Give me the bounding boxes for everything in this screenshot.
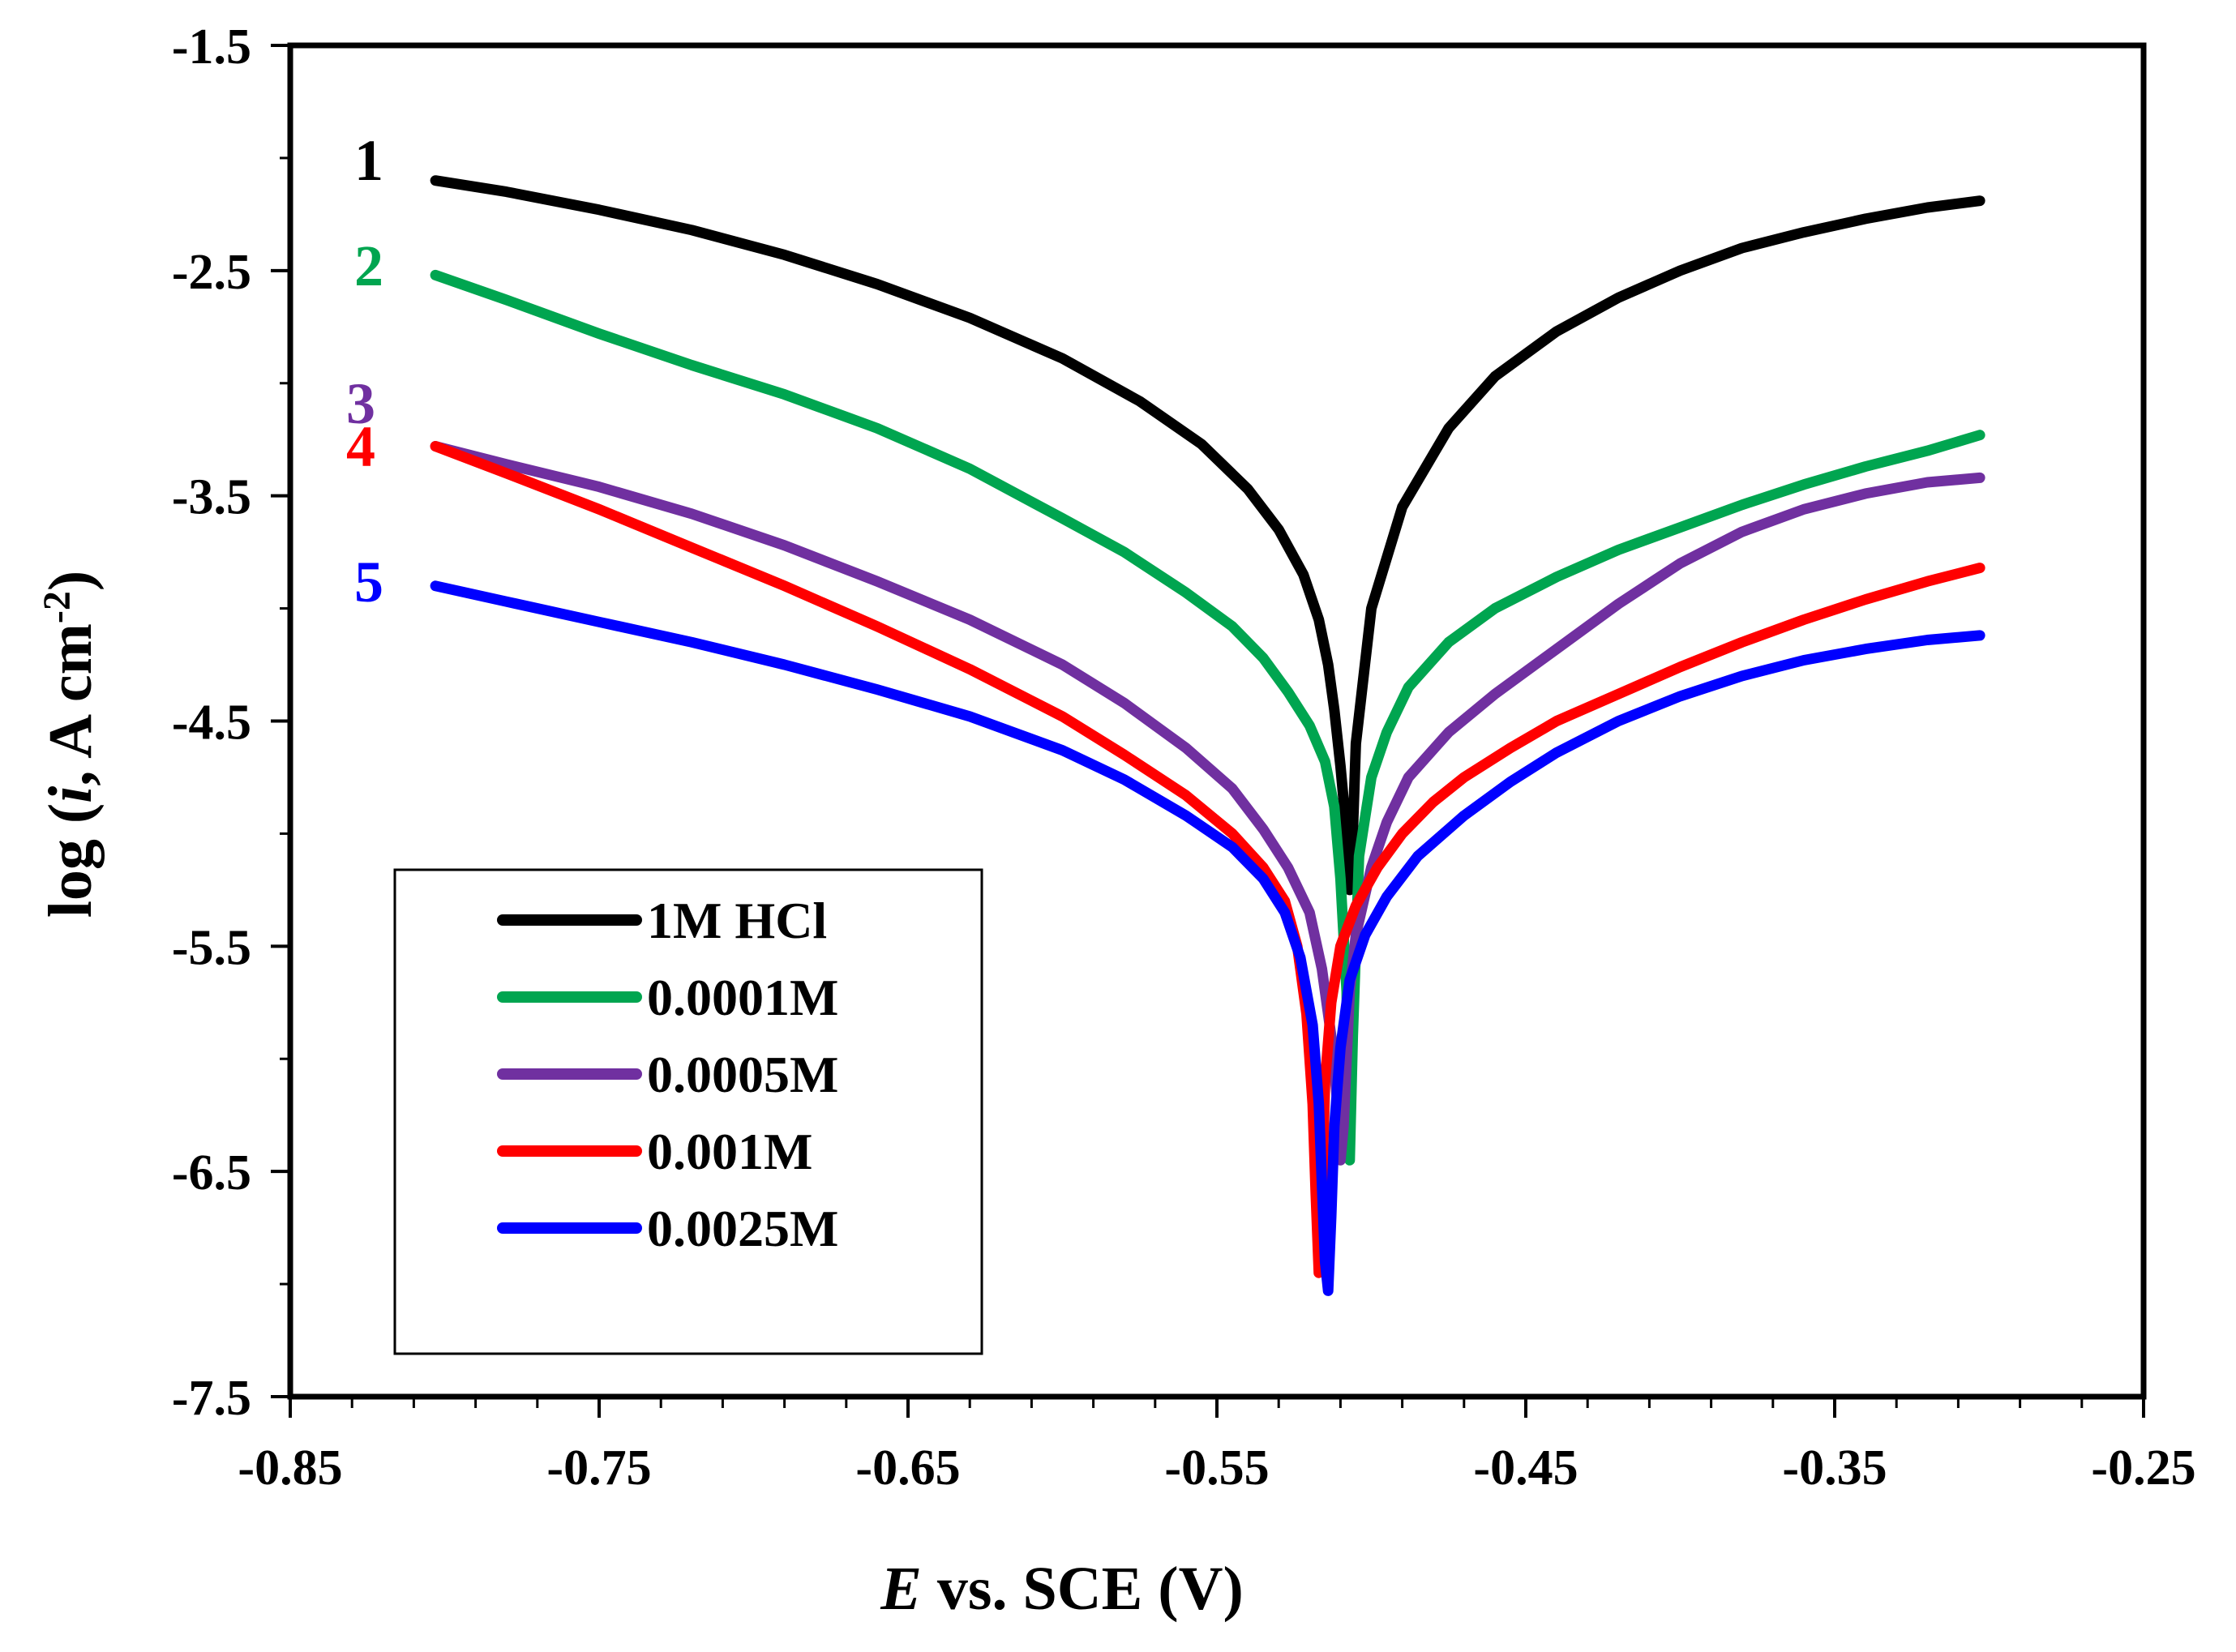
x-axis-ticks [289, 1397, 2145, 1418]
series-line-3 [430, 441, 1985, 1166]
y-tick-label: -6.5 [172, 1145, 251, 1200]
series-line-1 [430, 175, 1985, 896]
curve-label-1: 1 [354, 128, 383, 193]
legend-label: 0.0025M [647, 1200, 838, 1257]
y-axis-title: log (i, A cm-2) [36, 571, 105, 918]
y-tick-label: -2.5 [172, 245, 251, 300]
x-axis-title: E vs. SCE (V) [880, 1555, 1244, 1623]
y-tick-label: -5.5 [172, 920, 251, 975]
x-tick-label: -0.75 [546, 1440, 651, 1496]
x-tick-labels: -0.85 -0.75 -0.65 -0.55 -0.45 -0.35 -0.25 [238, 1440, 2195, 1496]
x-tick-label: -0.35 [1782, 1440, 1887, 1496]
curve-label-2: 2 [354, 233, 383, 298]
y-tick-label: -7.5 [172, 1371, 251, 1426]
x-tick-label: -0.65 [855, 1440, 960, 1496]
legend-label: 1M HCl [647, 892, 827, 949]
x-tick-label: -0.45 [1473, 1440, 1578, 1496]
legend-label: 0.0001M [647, 969, 838, 1026]
series-line-5 [430, 580, 1985, 1296]
legend-label: 0.001M [647, 1123, 812, 1180]
y-tick-label: -1.5 [172, 19, 251, 75]
x-tick-label: -0.55 [1164, 1440, 1269, 1496]
legend-label: 0.0005M [647, 1046, 838, 1103]
curve-label-5: 5 [354, 550, 383, 614]
curve-label-3: 3 [346, 371, 375, 436]
plot-area-frame [287, 42, 2147, 1400]
y-axis-ticks [271, 44, 290, 1398]
y-tick-labels: -1.5 -2.5 -3.5 -4.5 -5.5 -6.5 -7.5 [172, 19, 251, 1426]
legend-box [393, 868, 983, 1355]
x-tick-label: -0.85 [238, 1440, 342, 1496]
series-lines [430, 175, 1985, 1296]
curve-number-labels: 1 2 34 5 [346, 128, 383, 614]
y-tick-label: -4.5 [172, 695, 251, 751]
y-tick-label: -3.5 [172, 470, 251, 525]
x-tick-label: -0.25 [2091, 1440, 2195, 1496]
curve-label-4: 4 [346, 414, 375, 479]
legend: 1M HCl 0.0001M 0.0005M 0.001M 0.0025M [393, 868, 983, 1355]
